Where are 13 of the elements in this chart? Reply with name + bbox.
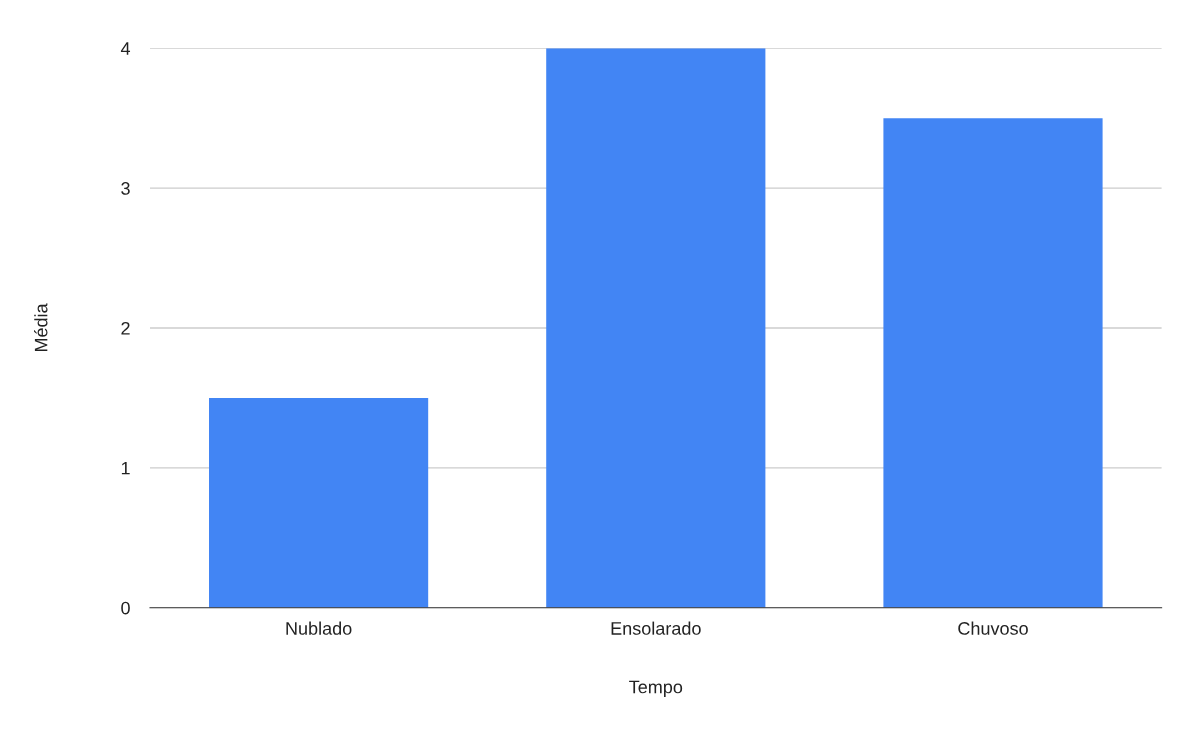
x-tick-label: Nublado [286,621,352,635]
y-axis-title: Média [34,303,48,352]
x-axis-title: Tempo [629,680,683,697]
x-tick-label: Chuvoso [958,621,1028,635]
y-tick-label: 3 [121,182,130,195]
x-tick-label: Ensolarado [611,621,701,635]
y-tick-label: 2 [121,321,130,335]
y-tick-label: 4 [120,42,131,55]
bar [209,397,429,608]
bar [546,48,766,608]
y-tick-label: 1 [121,461,130,475]
y-tick-label: 0 [121,601,130,615]
bar [883,118,1103,608]
